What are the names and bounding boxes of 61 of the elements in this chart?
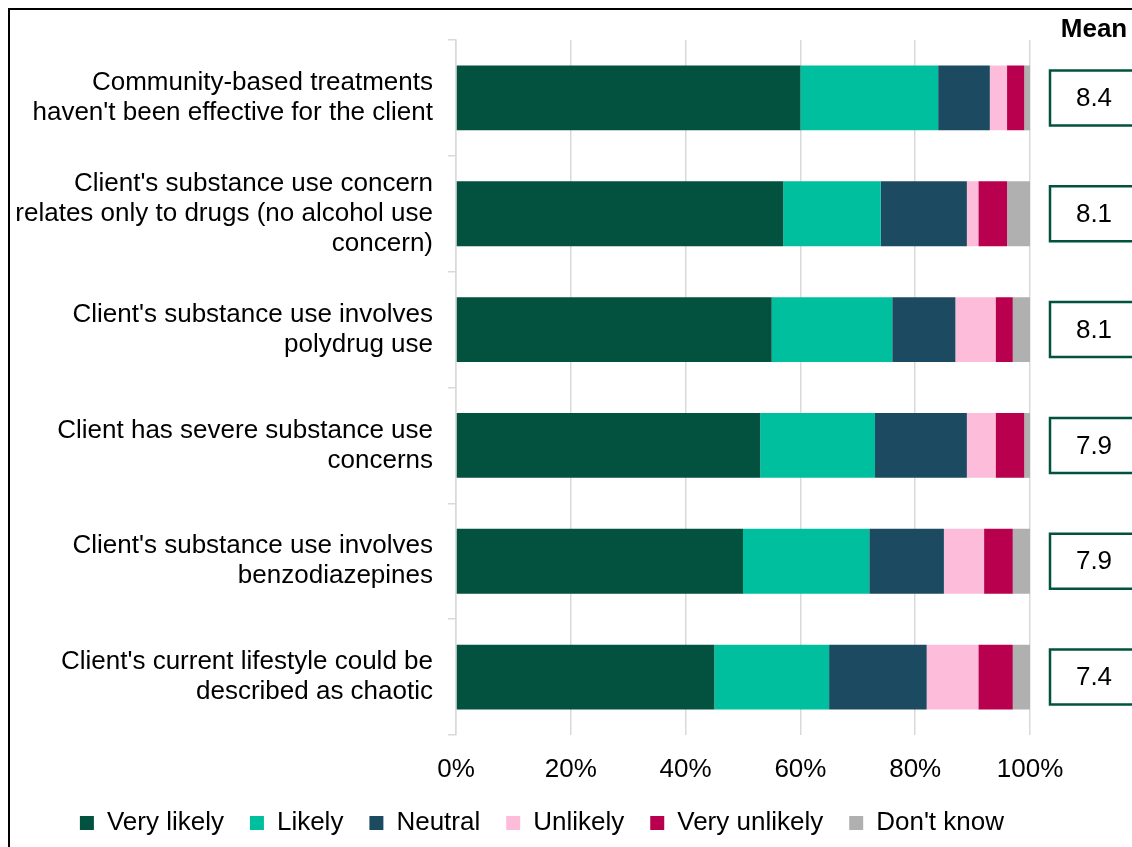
- bar: [978, 644, 1013, 710]
- text: 8.1: [1075, 197, 1113, 228]
- y-tick-label: Client's current lifestyle could be described as chaotic: [60, 645, 433, 706]
- bar: [456, 412, 761, 478]
- bar: [955, 297, 996, 363]
- legend-label: Neutral: [396, 806, 481, 837]
- bar: [966, 181, 979, 247]
- bar: [989, 65, 1008, 131]
- bar: [743, 528, 870, 594]
- bar: [1007, 65, 1025, 131]
- x-tick-label: 20%: [544, 752, 597, 783]
- legend-label: Very unlikely: [677, 806, 824, 837]
- x-tick-label: 100%: [996, 752, 1064, 783]
- legend-label: Likely: [276, 806, 344, 837]
- bar: [966, 412, 996, 478]
- bar: [1012, 297, 1030, 363]
- bar: [995, 297, 1013, 363]
- bar: [1024, 65, 1030, 131]
- bar: [1024, 412, 1030, 478]
- x-tick-label: 0%: [437, 752, 475, 783]
- bar: [984, 528, 1013, 594]
- text: Mean: [1060, 13, 1128, 44]
- bar: [869, 528, 944, 594]
- y-tick-label: Client's substance use involves polydrug use: [72, 297, 433, 358]
- text: 8.1: [1075, 313, 1113, 344]
- bar: [1012, 528, 1030, 594]
- bar: [783, 181, 881, 247]
- bar: [926, 644, 979, 710]
- bar: [456, 297, 772, 363]
- y-tick-label: Client's substance use concern relates only to drugs (no alcohol use concern): [15, 167, 433, 257]
- bar: [456, 65, 801, 131]
- x-tick-label: 80%: [889, 752, 942, 783]
- bar: [1007, 181, 1030, 247]
- text: 7.9: [1075, 545, 1113, 576]
- text: 8.4: [1075, 82, 1113, 113]
- bar: [800, 65, 939, 131]
- bar: [771, 297, 893, 363]
- bar: [1012, 644, 1030, 710]
- x-tick-label: 40%: [659, 752, 712, 783]
- bar: [978, 181, 1008, 247]
- y-tick-label: Client's substance use involves benzodiazepines: [72, 529, 433, 590]
- bar: [875, 412, 967, 478]
- bar: [760, 412, 876, 478]
- text: 7.4: [1075, 661, 1113, 692]
- bar: [456, 181, 784, 247]
- bar: [456, 528, 743, 594]
- bar: [995, 412, 1025, 478]
- bar: [714, 644, 830, 710]
- x-tick-label: 60%: [774, 752, 827, 783]
- bar: [892, 297, 956, 363]
- y-tick-label: Client has severe substance use concerns: [57, 413, 433, 474]
- text: 7.9: [1075, 429, 1113, 460]
- bar: [943, 528, 985, 594]
- bar: [456, 644, 715, 710]
- bar: [938, 65, 990, 131]
- legend-label: Unlikely: [533, 806, 625, 837]
- legend-label: Don't know: [876, 806, 1005, 837]
- bar: [829, 644, 927, 710]
- legend-label: Very likely: [106, 806, 224, 837]
- bar: [880, 181, 967, 247]
- y-tick-label: Community-based treatments haven't been effective for the client: [32, 66, 434, 127]
